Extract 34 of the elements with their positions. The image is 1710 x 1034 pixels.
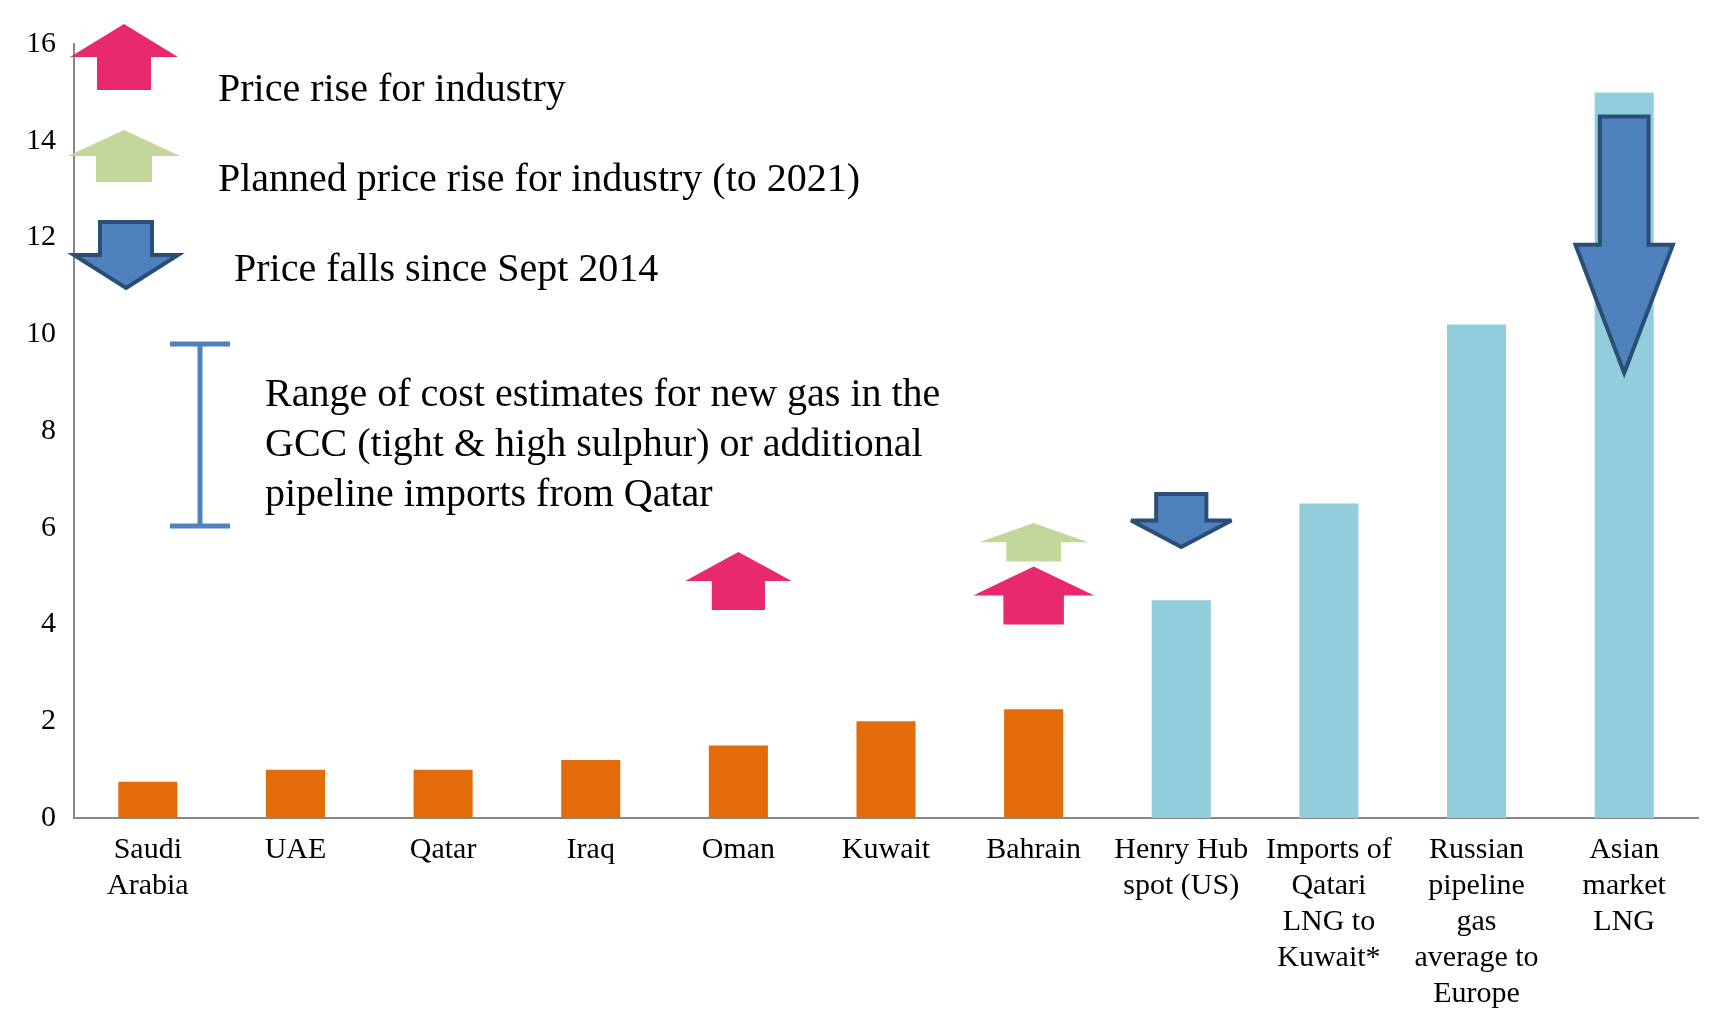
x-tick-label: Asian market LNG	[1582, 830, 1667, 936]
y-tick-label: 2	[41, 702, 56, 736]
y-tick-label: 16	[26, 24, 56, 58]
x-tick-label: Qatar	[409, 830, 477, 864]
annotation: Planned price rise for industry (to 2021)	[218, 154, 862, 202]
y-tick-label: 10	[26, 315, 56, 349]
x-tick-label: UAE	[264, 830, 327, 864]
x-tick-label: Russian pipeline gas average to Europe	[1414, 830, 1539, 1008]
bar	[1151, 600, 1211, 818]
bar	[1447, 324, 1507, 818]
bar	[856, 721, 916, 818]
x-tick-label: Kuwait	[841, 830, 931, 864]
y-tick-label: 6	[41, 508, 56, 542]
x-tick-label: Henry Hub spot (US)	[1114, 830, 1249, 901]
annotation: Range of cost estimates for new gas in the GCC (tight & high sulphur) or additional pipeline imports from Qatar	[265, 369, 942, 517]
y-tick-label: 14	[26, 121, 56, 155]
bar	[1299, 503, 1359, 818]
x-tick-label: Bahrain	[986, 830, 1082, 864]
y-tick-label: 4	[41, 605, 56, 639]
y-tick-label: 12	[26, 218, 56, 252]
bar	[265, 769, 325, 818]
bar	[413, 769, 473, 818]
x-tick-label: Oman	[701, 830, 776, 864]
annotation: Price rise for industry	[218, 64, 567, 112]
x-tick-label: Saudi Arabia	[107, 830, 189, 900]
annotation: Price falls since Sept 2014	[234, 244, 660, 292]
bar	[561, 759, 621, 818]
y-tick-label: 0	[41, 798, 56, 832]
x-tick-label: Imports of Qatari LNG to Kuwait*	[1265, 830, 1392, 972]
bar	[118, 781, 178, 818]
y-tick-label: 8	[41, 411, 56, 445]
bar	[1004, 709, 1064, 818]
x-tick-label: Iraq	[566, 830, 615, 864]
bar	[708, 745, 768, 818]
